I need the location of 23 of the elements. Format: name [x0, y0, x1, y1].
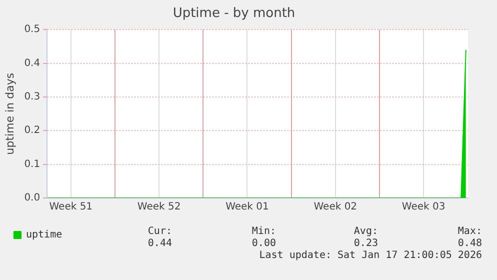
- text: Avg:: [354, 226, 378, 237]
- legend-label: uptime: [26, 230, 62, 241]
- y-tick-label: 0.3: [24, 92, 40, 103]
- chart-title: Uptime - by month: [172, 6, 296, 22]
- x-tick-label: Week 52: [137, 202, 181, 213]
- y-tick-label: 0.2: [24, 125, 40, 136]
- y-tick-label: 0.5: [24, 24, 40, 36]
- text: 0.44: [148, 238, 172, 249]
- text: Min:: [252, 226, 276, 237]
- text: 0.00: [252, 238, 276, 249]
- text: 0.23: [354, 238, 378, 249]
- y-axis-title: uptime in days: [3, 72, 16, 155]
- y-tick-label: 0.0: [24, 192, 40, 204]
- x-tick-label: Week 51: [49, 202, 93, 213]
- text: Cur:: [148, 226, 172, 237]
- x-tick-label: Week 03: [402, 202, 446, 213]
- x-tick-label: Week 01: [226, 202, 269, 213]
- x-tick-label: Week 02: [314, 202, 358, 213]
- text: Last update: Sat Jan 17 21:00:05 2026: [259, 250, 482, 261]
- text: 0.48: [458, 238, 482, 249]
- y-tick-label: 0.4: [24, 58, 40, 69]
- text: Max:: [458, 226, 482, 237]
- y-tick-label: 0.1: [24, 158, 40, 170]
